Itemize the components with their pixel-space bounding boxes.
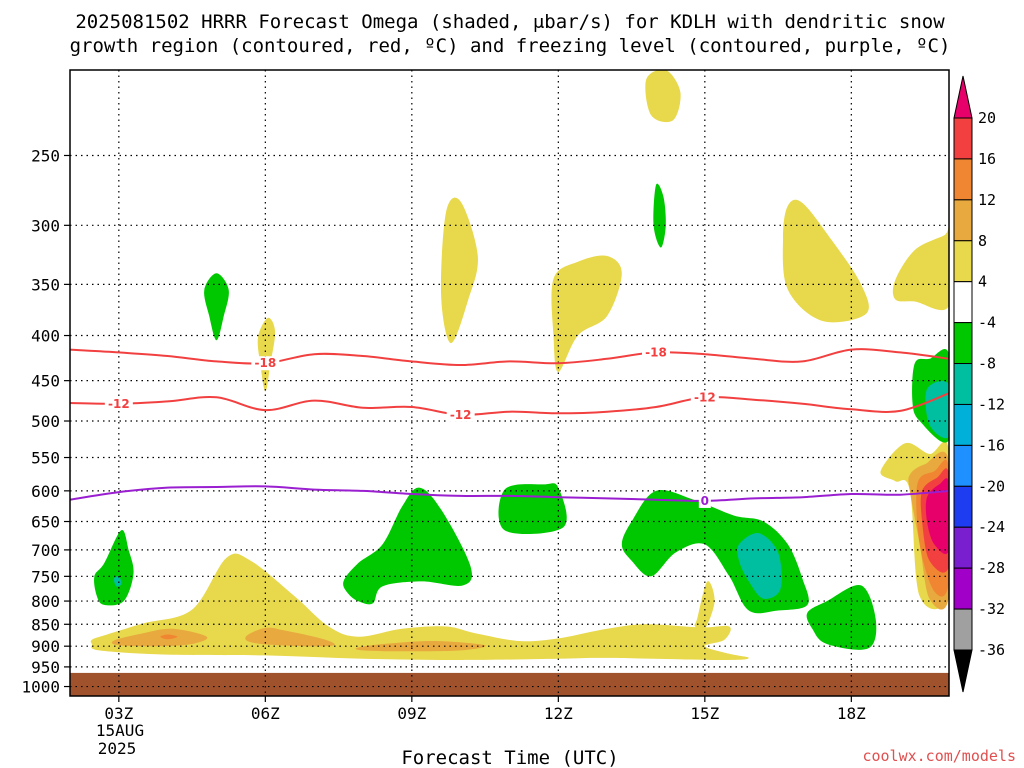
contour-line--12 xyxy=(70,392,949,416)
y-tick-label: 600 xyxy=(31,482,60,501)
omega-region-pos4 xyxy=(892,226,949,311)
contour-lines: -18 -18 -12 -12 -12 0 xyxy=(70,345,949,508)
omega-region-neg4 xyxy=(653,183,666,248)
y-tick-label: 500 xyxy=(31,412,60,431)
contour-label-bg xyxy=(251,356,280,371)
omega-region-pos12 xyxy=(160,634,178,640)
terrain-ground xyxy=(70,672,949,696)
plot-frame xyxy=(69,69,950,697)
y-tick-label: 750 xyxy=(31,567,60,586)
y-tick-label: 950 xyxy=(31,658,60,677)
colorbar-swatch xyxy=(953,281,973,324)
colorbar-label: -16 xyxy=(978,436,1005,454)
colorbar-label: -28 xyxy=(978,559,1005,577)
omega-region-neg4 xyxy=(204,273,229,341)
y-tick-label: 900 xyxy=(31,637,60,656)
y-tick-label: 550 xyxy=(31,449,60,468)
x-tick-label: 15Z xyxy=(690,704,719,723)
x-date-line2: 2025 xyxy=(98,739,137,758)
contour-label: -12 xyxy=(108,397,130,411)
colorbar-swatch xyxy=(953,444,973,487)
y-tick-label: 650 xyxy=(31,513,60,532)
colorbar-top-arrow xyxy=(953,75,973,119)
y-tick-label: 800 xyxy=(31,592,60,611)
omega-region-pos4 xyxy=(440,197,478,344)
contour-label: -12 xyxy=(450,408,472,422)
colorbar-swatch xyxy=(953,240,973,283)
y-tick-label: 400 xyxy=(31,327,60,346)
omega-region-pos8 xyxy=(245,627,335,647)
contour-label-bg xyxy=(104,396,133,411)
colorbar-swatch xyxy=(953,567,973,610)
colorbar-swatch xyxy=(953,322,973,365)
y-tick-label: 700 xyxy=(31,541,60,560)
colorbar-label: -12 xyxy=(978,395,1005,413)
credit-link[interactable]: coolwx.com/models xyxy=(862,747,1016,765)
colorbar-label: 4 xyxy=(978,273,987,291)
contour-label: -18 xyxy=(645,345,667,359)
omega-region-neg4 xyxy=(94,530,134,606)
contour-label: -12 xyxy=(694,390,716,404)
contour-label: 0 xyxy=(701,494,709,508)
omega-region-neg8 xyxy=(737,532,782,599)
omega-region-pos4 xyxy=(257,317,276,392)
omega-region-pos8 xyxy=(355,640,486,652)
contour-line--18 xyxy=(70,348,949,367)
omega-region-pos4 xyxy=(645,70,681,123)
x-date-line1: 15AUG xyxy=(96,721,144,740)
y-tick-label: 350 xyxy=(31,275,60,294)
omega-region-pos4 xyxy=(694,581,715,631)
x-tick-label: 09Z xyxy=(397,704,426,723)
colorbar-bottom-arrow xyxy=(953,649,973,693)
omega-region-pos4 xyxy=(782,199,869,323)
colorbar-swatch xyxy=(953,485,973,528)
contour-label-bg xyxy=(446,407,475,422)
colorbar-swatch xyxy=(953,403,973,446)
y-tick-label: 850 xyxy=(31,615,60,634)
colorbar-label: 8 xyxy=(978,232,987,250)
y-axis: 250 300 350 400 450 500 550 600 650 700 750 800 850 9… xyxy=(21,146,70,697)
colorbar-swatch xyxy=(953,608,973,651)
contour-label-bg xyxy=(698,493,711,508)
x-tick-label: 12Z xyxy=(544,704,573,723)
chart-title-line2: growth region (contoured, red, ºC) and f… xyxy=(70,35,951,57)
omega-region-neg4 xyxy=(343,487,472,605)
y-tick-label: 1000 xyxy=(21,678,60,697)
y-tick-label: 250 xyxy=(31,146,60,165)
colorbar-swatch xyxy=(953,158,973,201)
omega-region-pos20 xyxy=(925,478,949,555)
colorbar-swatch xyxy=(953,117,973,160)
contour-line-0 xyxy=(70,485,949,502)
contour-label: -18 xyxy=(254,356,276,370)
colorbar-label: -32 xyxy=(978,600,1005,618)
x-tick-label: 03Z xyxy=(104,704,133,723)
grid xyxy=(70,70,949,696)
y-tick-label: 450 xyxy=(31,372,60,391)
colorbar-label: 12 xyxy=(978,191,996,209)
contour-label-bg xyxy=(690,390,719,405)
x-tick-label: 06Z xyxy=(251,704,280,723)
colorbar-label: -36 xyxy=(978,641,1005,659)
y-tick-label: 300 xyxy=(31,216,60,235)
x-axis-label: Forecast Time (UTC) xyxy=(401,747,618,768)
colorbar-label: -24 xyxy=(978,518,1005,536)
colorbar-swatch xyxy=(953,526,973,569)
colorbar-swatch xyxy=(953,199,973,242)
omega-region-pos8 xyxy=(111,628,208,647)
colorbar-label: -20 xyxy=(978,477,1005,495)
colorbar-swatch xyxy=(953,363,973,405)
omega-region-neg8 xyxy=(113,576,122,587)
x-axis: 03Z 06Z 09Z 12Z 15Z 18Z xyxy=(104,696,866,723)
colorbar-label: 20 xyxy=(978,109,996,127)
contour-label-bg xyxy=(642,345,670,360)
omega-shading xyxy=(90,70,949,660)
colorbar: 20 16 12 8 4 -4 -8 -12 -16 -20 -24 -28 -32 -36 xyxy=(953,75,1005,693)
colorbar-label: 16 xyxy=(978,150,996,168)
colorbar-label: -8 xyxy=(978,355,996,373)
omega-region-neg4 xyxy=(806,584,877,650)
colorbar-label: -4 xyxy=(978,314,996,332)
x-tick-label: 18Z xyxy=(837,704,866,723)
chart-title-line1: 2025081502 HRRR Forecast Omega (shaded, … xyxy=(75,11,945,33)
